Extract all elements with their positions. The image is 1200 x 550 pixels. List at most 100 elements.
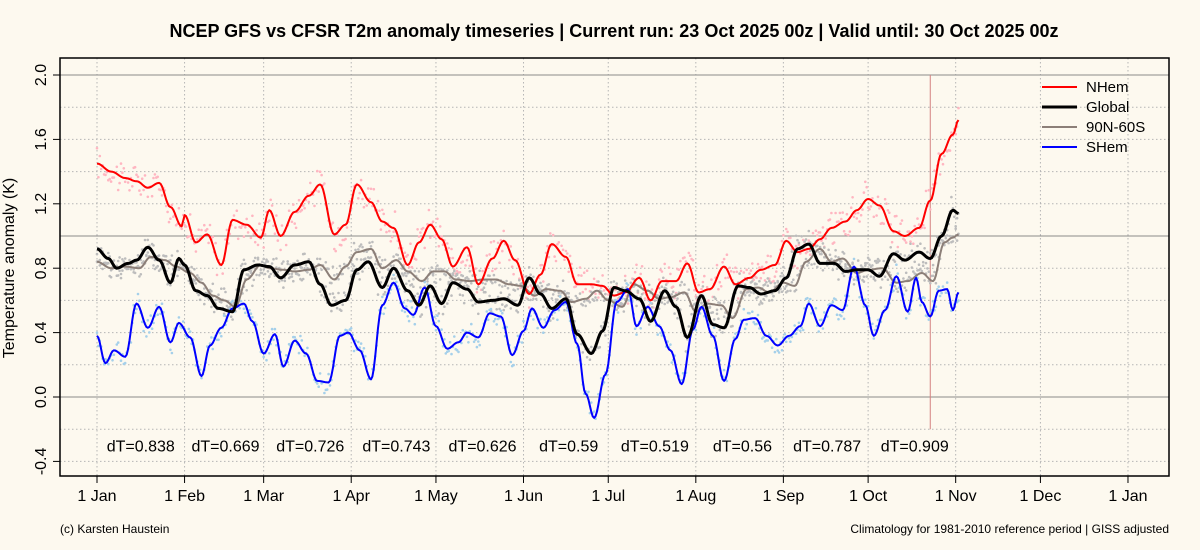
daily-point — [491, 281, 494, 285]
daily-point — [222, 312, 226, 316]
daily-point — [789, 289, 792, 293]
daily-point — [518, 278, 521, 282]
daily-point — [527, 306, 531, 309]
daily-point — [410, 283, 414, 286]
daily-point — [623, 274, 627, 278]
daily-point — [451, 273, 455, 277]
daily-point — [97, 175, 100, 179]
daily-point — [221, 272, 224, 275]
daily-point — [275, 257, 278, 260]
daily-point — [443, 305, 446, 309]
daily-point — [879, 286, 883, 289]
daily-point — [623, 279, 627, 282]
daily-point — [718, 328, 722, 332]
daily-point — [104, 173, 107, 177]
daily-point — [941, 162, 945, 166]
x-tick-label: 1 Aug — [675, 488, 716, 505]
daily-point — [436, 314, 439, 318]
daily-point — [669, 272, 672, 276]
daily-point — [266, 270, 270, 273]
daily-point — [188, 330, 192, 333]
daily-point — [743, 283, 747, 286]
daily-point — [378, 270, 381, 274]
daily-point — [546, 244, 549, 248]
daily-point — [342, 262, 346, 266]
daily-point — [909, 240, 912, 243]
daily-point — [468, 330, 472, 333]
daily-point — [941, 239, 945, 243]
daily-point — [468, 264, 472, 268]
footer-left: (c) Karsten Haustein — [60, 522, 169, 536]
daily-point — [929, 251, 932, 255]
daily-point — [492, 320, 496, 323]
daily-point — [799, 329, 802, 333]
daily-point — [348, 256, 352, 259]
daily-point — [139, 193, 143, 196]
daily-point — [382, 312, 386, 316]
daily-point — [814, 229, 818, 232]
daily-point — [563, 258, 566, 262]
daily-point — [865, 275, 868, 278]
daily-point — [392, 255, 395, 258]
daily-point — [556, 243, 559, 246]
daily-point — [561, 248, 565, 252]
daily-point — [351, 263, 354, 266]
daily-point — [135, 307, 138, 311]
daily-point — [919, 304, 922, 307]
daily-point — [766, 254, 770, 258]
daily-point — [414, 258, 418, 261]
daily-point — [945, 281, 949, 284]
daily-point — [458, 271, 462, 274]
daily-point — [242, 258, 246, 262]
daily-point — [832, 241, 836, 244]
daily-point — [837, 278, 840, 281]
daily-point — [170, 254, 174, 257]
daily-point — [413, 322, 417, 326]
daily-point — [821, 242, 825, 245]
daily-point — [361, 197, 364, 201]
daily-point — [837, 220, 840, 223]
daily-point — [585, 269, 589, 273]
daily-point — [934, 305, 938, 309]
daily-point — [563, 308, 566, 312]
daily-point — [841, 310, 844, 314]
daily-point — [379, 281, 383, 284]
dt-label: dT=0.726 — [276, 438, 344, 455]
daily-point — [300, 266, 304, 270]
daily-point — [143, 174, 147, 177]
daily-point — [796, 266, 799, 270]
daily-point — [501, 249, 504, 253]
daily-point — [437, 312, 441, 315]
daily-point — [910, 249, 914, 252]
daily-point — [327, 372, 330, 376]
daily-point — [821, 226, 825, 229]
daily-point — [835, 313, 839, 317]
daily-point — [856, 211, 860, 215]
daily-point — [441, 268, 445, 272]
daily-point — [615, 282, 618, 285]
daily-point — [594, 292, 597, 296]
daily-point — [924, 189, 928, 193]
daily-point — [567, 270, 570, 274]
daily-point — [735, 270, 739, 274]
daily-point — [318, 170, 322, 173]
daily-point — [732, 270, 736, 274]
daily-point — [711, 311, 715, 314]
daily-point — [447, 280, 451, 284]
legend-label: 90N-60S — [1086, 119, 1145, 136]
daily-point — [607, 293, 610, 296]
dt-label: dT=0.56 — [713, 438, 772, 455]
daily-point — [633, 327, 637, 331]
daily-point — [159, 188, 162, 192]
daily-point — [871, 322, 874, 326]
daily-point — [390, 235, 394, 239]
daily-point — [667, 266, 671, 269]
daily-point — [547, 283, 551, 286]
daily-points — [95, 106, 960, 421]
daily-point — [845, 304, 849, 307]
daily-point — [156, 175, 159, 179]
daily-point — [238, 306, 241, 310]
daily-point — [256, 258, 260, 261]
daily-point — [506, 295, 510, 299]
daily-point — [717, 287, 720, 291]
